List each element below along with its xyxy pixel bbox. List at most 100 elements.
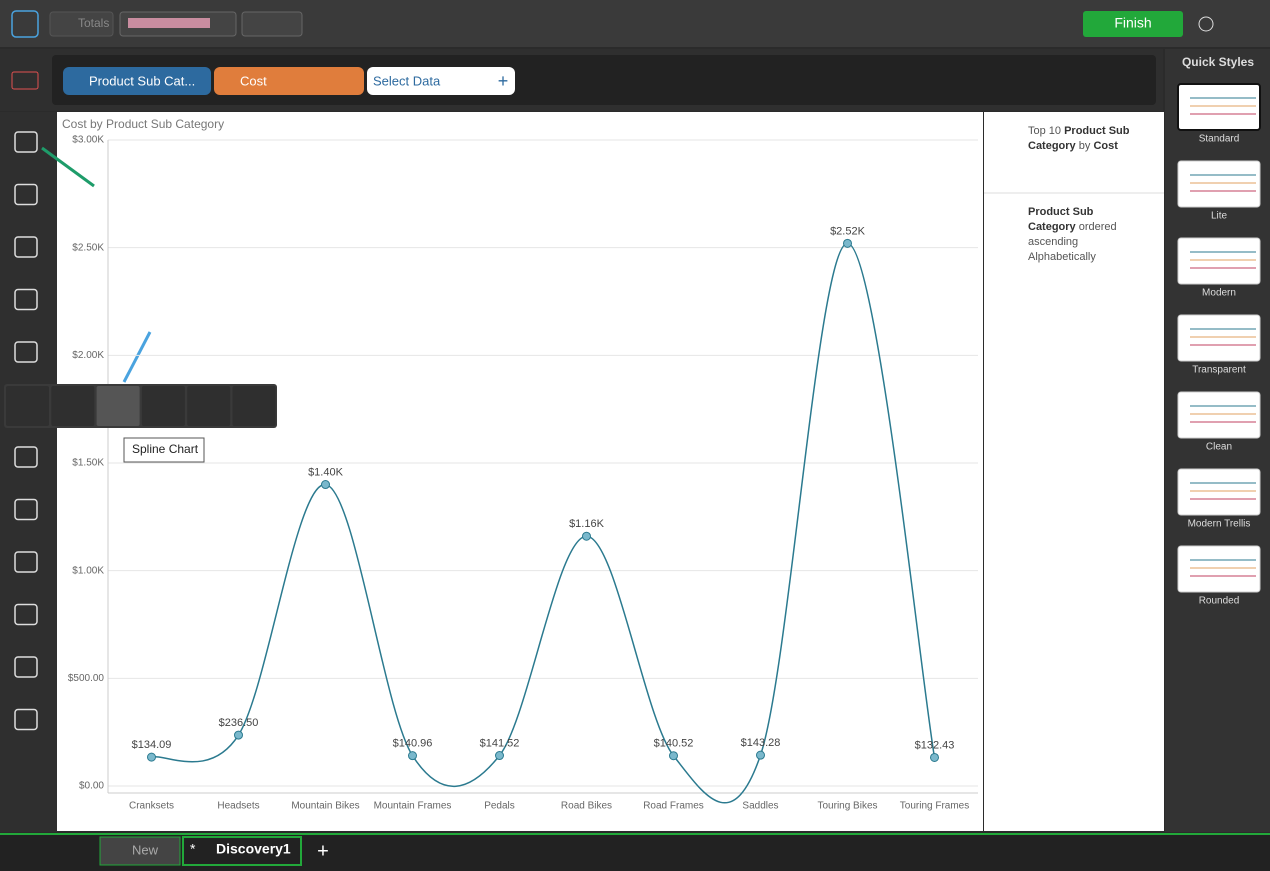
style-thumb[interactable] [1177, 160, 1261, 208]
style-label: Clean [1206, 442, 1232, 453]
chart-type-button[interactable] [96, 386, 140, 426]
point [321, 480, 330, 490]
point [843, 238, 852, 248]
x-tick-label: Road Bikes [561, 801, 612, 812]
sidebar-icon[interactable] [14, 236, 38, 258]
point [234, 730, 243, 740]
point [669, 751, 678, 761]
finish-label: Finish [1114, 15, 1151, 31]
app-icon[interactable] [11, 10, 39, 38]
chart-type-button[interactable] [51, 386, 95, 426]
x-tick-label: Road Frames [643, 801, 704, 812]
annotation-arrow [41, 146, 95, 188]
y-tick-label: $0.00 [79, 781, 104, 792]
select-data-label: Select Data [373, 73, 441, 88]
point [582, 531, 591, 541]
style-thumb[interactable] [1177, 237, 1261, 285]
t: ordered ascending Alphabetically [1028, 221, 1117, 263]
t: by [1078, 140, 1091, 152]
x-tick-label: Headsets [217, 801, 259, 812]
point [756, 750, 765, 760]
chart-type-button[interactable] [141, 386, 185, 426]
pill-label: Product Sub Cat... [89, 73, 195, 88]
totals-button[interactable] [49, 11, 114, 37]
overlay: Spline Chart [4, 384, 277, 463]
annotation-arrow [122, 331, 152, 383]
point [147, 752, 156, 762]
props-panel [984, 112, 1164, 831]
sidebar-icon[interactable] [14, 131, 38, 153]
sidebar-icon[interactable] [14, 603, 38, 626]
chart-title: Cost by Product Sub Category [62, 117, 224, 131]
value-label: $143.28 [741, 737, 781, 749]
style-label: Transparent [1192, 365, 1246, 376]
style-thumb[interactable] [1177, 391, 1261, 439]
t: Product Sub Category [1028, 206, 1094, 233]
value-label: $236.50 [219, 717, 259, 729]
pill-measure[interactable] [214, 67, 364, 95]
add-icon: + [498, 71, 509, 91]
style-thumb[interactable] [1177, 83, 1261, 131]
sidebar-icon[interactable] [14, 183, 38, 206]
sidebar-icon[interactable] [14, 708, 38, 731]
value-label: $1.40K [308, 466, 344, 478]
sidebar-icon[interactable] [14, 446, 38, 468]
point [495, 751, 504, 761]
style-label: Modern [1202, 288, 1236, 299]
x-tick-label: Touring Bikes [817, 801, 877, 812]
value-label: $2.52K [830, 225, 866, 237]
x-tick-label: Mountain Frames [374, 801, 452, 812]
quick-styles-title: Quick Styles [1182, 55, 1254, 69]
x-tick-label: Saddles [742, 801, 778, 812]
pill-dimension[interactable] [63, 67, 211, 95]
value-label: $141.52 [480, 737, 520, 749]
sidebar-icon[interactable] [14, 551, 38, 573]
add-tab[interactable]: + [317, 840, 329, 862]
clear-icon[interactable] [11, 71, 39, 90]
t: Top 10 [1028, 125, 1062, 137]
y-tick-label: $1.00K [72, 565, 104, 576]
value-label: $140.96 [393, 738, 433, 750]
finish-button[interactable] [1083, 11, 1183, 37]
layout-button[interactable] [241, 11, 303, 37]
style-label: Lite [1211, 211, 1228, 222]
x-tick-label: Pedals [484, 801, 515, 812]
sidebar [0, 112, 57, 832]
y-tick-label: $500.00 [68, 673, 105, 684]
tab-label: Discovery1 [216, 841, 291, 857]
chart-type-button[interactable] [187, 386, 231, 426]
tab-new[interactable] [99, 836, 181, 866]
select-data[interactable] [367, 67, 515, 95]
style-label: Modern Trellis [1188, 519, 1251, 530]
tab-label: New [132, 842, 159, 857]
plot: Standard Lite Modern Transparent Clean Modern… [14, 83, 1261, 812]
style-thumb[interactable] [1177, 468, 1261, 516]
y-tick-label: $3.00K [72, 135, 104, 146]
style-thumb[interactable] [1177, 545, 1261, 593]
style-label: Standard [1199, 134, 1240, 145]
y-tick-label: $1.50K [72, 458, 104, 469]
tab-current[interactable] [182, 836, 302, 866]
totals-label: Totals [78, 16, 109, 30]
sidebar-icon[interactable] [14, 498, 38, 521]
x-tick-label: Cranksets [129, 801, 174, 812]
value-label: $132.43 [915, 739, 955, 751]
value-label: $134.09 [132, 739, 172, 751]
y-tick-label: $2.50K [72, 242, 104, 253]
point [930, 752, 939, 762]
style-thumb[interactable] [1177, 314, 1261, 362]
sidebar-icon[interactable] [14, 341, 38, 363]
t: Product Sub Category [1028, 125, 1130, 152]
chart-type-button[interactable] [6, 386, 49, 426]
info-icon[interactable] [1198, 16, 1214, 32]
sidebar-icon[interactable] [14, 288, 38, 311]
palette-swatch [128, 18, 210, 28]
tooltip [123, 437, 205, 463]
chart-type-button[interactable] [232, 386, 276, 426]
pill-label: Cost [240, 73, 267, 88]
sidebar-icon[interactable] [14, 656, 38, 678]
y-tick-label: $2.00K [72, 350, 104, 361]
value-label: $140.52 [654, 738, 694, 750]
